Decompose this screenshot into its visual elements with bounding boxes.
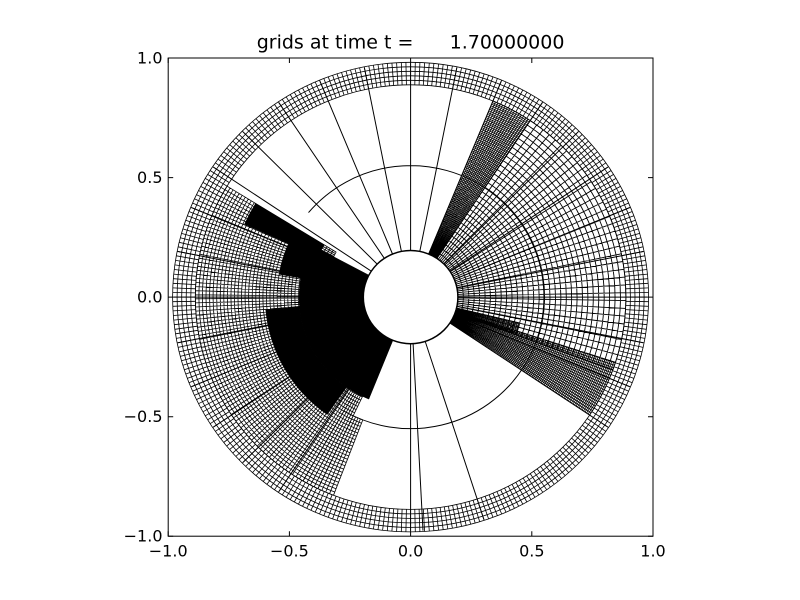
tick-marks: [167, 57, 654, 537]
x-tick-label: −0.5: [270, 542, 309, 561]
inner-boundary-circle: [362, 249, 459, 345]
y-tick-label: 0.5: [137, 168, 162, 187]
refined-patch-core-lower: [265, 306, 347, 415]
y-tick-label: 0.0: [137, 288, 162, 307]
x-tick-label: 1.0: [640, 542, 665, 561]
x-tick-label: −1.0: [149, 542, 188, 561]
mesh-region-left-fine-step2: [317, 415, 364, 496]
y-tick-label: −0.5: [124, 407, 163, 426]
x-tick-label: 0.5: [519, 542, 544, 561]
chart-title: grids at time t = 1.70000000: [257, 32, 565, 54]
x-tick-label: 0.0: [398, 542, 423, 561]
y-tick-label: 1.0: [137, 49, 162, 68]
y-tick-label: −1.0: [124, 527, 163, 546]
